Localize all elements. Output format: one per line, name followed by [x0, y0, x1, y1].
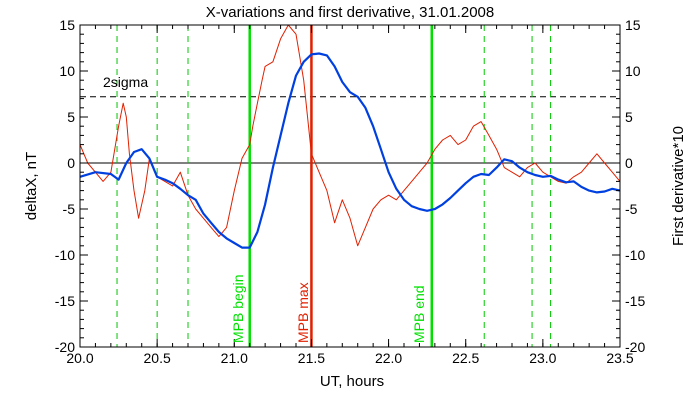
x-tick-label: 23.5 — [606, 350, 633, 366]
x-tick-label: 22.5 — [452, 350, 479, 366]
y-tick-labels-right: 15 10 5 0 -5 -10 -15 -20 — [612, 17, 645, 355]
y-axis-label-right: First derivative*10 — [670, 126, 687, 246]
x-tick-label: 21.0 — [221, 350, 248, 366]
y-tick-label-right: -20 — [625, 339, 645, 355]
mpb-end-label: MPB end — [411, 285, 427, 343]
y-tick-label-left: 5 — [67, 109, 75, 125]
y-tick-label-right: 15 — [625, 17, 641, 33]
y-tick-labels-left: 15 10 5 0 -5 -10 -15 -20 — [55, 17, 88, 355]
y-tick-label-right: -15 — [625, 293, 645, 309]
x-tick-label: 23.0 — [529, 350, 556, 366]
plot-area — [79, 24, 621, 348]
x-tick-label: 20.0 — [66, 350, 93, 366]
y-tick-label-left: -5 — [63, 201, 76, 217]
derivative-series-line — [79, 24, 621, 247]
x-tick-label: 22.0 — [375, 350, 402, 366]
x-tick-label: 21.5 — [298, 350, 325, 366]
y-tick-label-right: 5 — [625, 109, 633, 125]
two-sigma-label: 2sigma — [103, 74, 148, 90]
y-tick-label-right: -10 — [625, 247, 645, 263]
x-tick-label: 20.5 — [144, 350, 171, 366]
x-tick-labels: 20.0 20.5 21.0 21.5 22.0 22.5 23.0 23.5 — [66, 25, 634, 366]
y-tick-label-left: -20 — [55, 339, 75, 355]
mpb-begin-label: MPB begin — [230, 275, 246, 343]
y-tick-label-left: 0 — [67, 155, 75, 171]
y-tick-label-left: -15 — [55, 293, 75, 309]
mpb-max-label: MPB max — [295, 282, 311, 343]
y-tick-label-left: 15 — [59, 17, 75, 33]
x-axis-label: UT, hours — [320, 373, 384, 390]
plot-frame — [79, 24, 621, 348]
chart-title: X-variations and first derivative, 31.01… — [206, 4, 495, 21]
y-tick-label-right: 0 — [625, 155, 633, 171]
y-tick-label-left: 10 — [59, 63, 75, 79]
y-tick-label-left: -10 — [55, 247, 75, 263]
deltax-series-line — [79, 52, 621, 249]
y-axis-label-left: deltaX, nT — [23, 152, 40, 220]
y-tick-label-right: -5 — [625, 201, 638, 217]
y-tick-label-right: 10 — [625, 63, 641, 79]
